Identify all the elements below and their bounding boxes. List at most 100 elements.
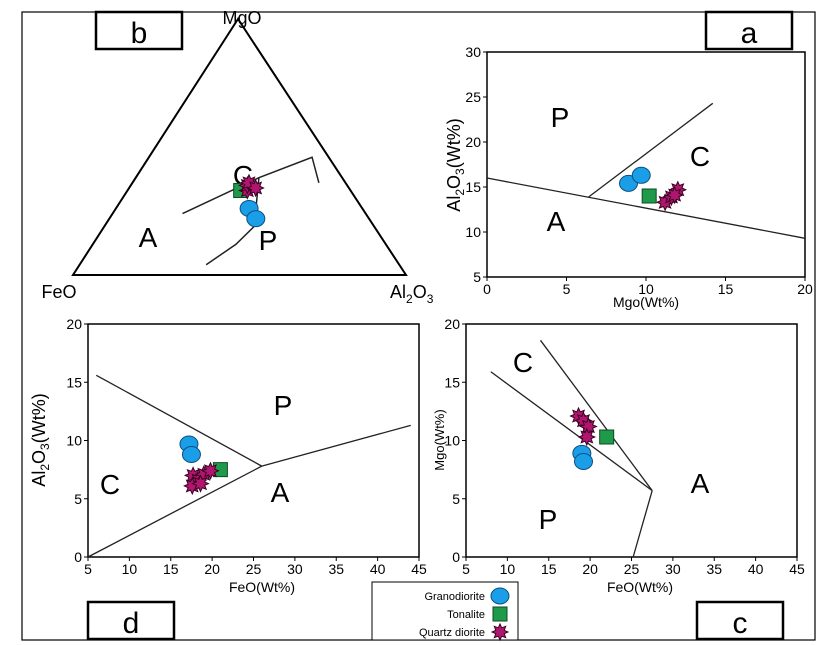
panel-b: b MgO FeO Al2O3 A C P — [41, 8, 433, 306]
legend-label-tonalite: Tonalite — [447, 609, 485, 621]
panel-d-ytick-label-20: 20 — [66, 316, 82, 332]
panel-d-xtick-label-40: 40 — [370, 561, 386, 577]
panel-d-xlabel: FeO(Wt%) — [229, 579, 295, 595]
panel-a-xtick-label-5: 5 — [563, 281, 571, 297]
panel-c-ytick-label-15: 15 — [444, 374, 460, 390]
panel-a-ytick-label-10: 10 — [465, 224, 481, 240]
panel-c-boundary-lines — [490, 339, 653, 558]
panel-c-point-quartz-diorite-4 — [577, 427, 597, 447]
panel-d-boundary-line-2 — [87, 465, 263, 558]
ternary-boundary-line-2 — [205, 177, 260, 266]
panel-c-ytick-label-20: 20 — [444, 316, 460, 332]
panel-c-xtick-label-40: 40 — [748, 561, 764, 577]
panel-c-field-label-p: P — [539, 504, 558, 535]
panel-c-plot-area — [465, 323, 798, 558]
panel-d-xtick-label-25: 25 — [246, 561, 262, 577]
panel-a-boundary-lines — [486, 102, 806, 239]
ternary-boundary-line-1 — [182, 156, 320, 215]
panel-c-point-granodiorite-2 — [574, 452, 594, 470]
panel-b-label-box — [94, 10, 184, 51]
panel-d-xtick-label-15: 15 — [163, 561, 179, 577]
panel-a-field-label-a: A — [547, 206, 566, 237]
panel-d-plot-area — [87, 323, 420, 558]
panel-d-ytick-label-15: 15 — [66, 374, 82, 390]
panel-a-ylabel: Al2O3(Wt%) — [444, 118, 467, 211]
panel-a-boundary-line-2 — [588, 102, 714, 198]
panel-a-xtick-label-15: 15 — [718, 281, 734, 297]
panel-d-xtick-label-45: 45 — [411, 561, 427, 577]
panel-d-xtick-label-20: 20 — [204, 561, 220, 577]
panel-d-boundary-line-3 — [261, 424, 411, 467]
panel-c-field-label-c: C — [513, 347, 533, 378]
panel-c-xtick-label-25: 25 — [624, 561, 640, 577]
panel-a-point-tonalite-1 — [641, 188, 657, 204]
panel-a-xtick-label-20: 20 — [797, 281, 813, 297]
panel-a-ytick-label-20: 20 — [465, 134, 481, 150]
panel-a-label-box — [704, 10, 794, 51]
panel-d-data-points — [179, 435, 228, 496]
panel-c-ytick-label-0: 0 — [452, 549, 460, 565]
panel-d-xtick-label-5: 5 — [84, 561, 92, 577]
panel-d-point-quartz-diorite-6 — [191, 474, 210, 493]
ternary-vertex-left-label: FeO — [41, 282, 76, 302]
ternary-triangle — [71, 17, 408, 276]
panel-a-xlabel: Mgo(Wt%) — [613, 294, 679, 310]
panel-a-ytick-label-30: 30 — [465, 44, 481, 60]
panel-c-label-box — [695, 600, 785, 641]
panel-c-field-label-a: A — [691, 468, 710, 499]
panel-c-xtick-label-15: 15 — [541, 561, 557, 577]
ternary-vertex-right-label: Al2O3 — [390, 282, 434, 306]
panel-c-xtick-label-20: 20 — [582, 561, 598, 577]
legend-items: Granodiorite Tonalite Quartz diorite — [419, 587, 510, 642]
panel-d-ylabel: Al2O3(Wt%) — [29, 393, 52, 486]
panel-a-point-granodiorite-2 — [631, 166, 651, 184]
panel-c-data-points — [569, 406, 615, 470]
panel-a-plot-area — [486, 51, 806, 278]
panel-a-point-quartz-diorite-4 — [665, 185, 684, 205]
panel-a-label: a — [741, 17, 758, 50]
panel-d-ytick-label-5: 5 — [74, 491, 82, 507]
panel-c-ylabel: Mgo(Wt%) — [432, 409, 447, 470]
panel-c-xtick-label-5: 5 — [462, 561, 470, 577]
panel-c-xtick-label-35: 35 — [706, 561, 722, 577]
legend-marker-tonalite — [492, 606, 508, 622]
panel-d-ytick-label-0: 0 — [74, 549, 82, 565]
panel-d-boundary-lines — [87, 374, 411, 558]
panel-d-field-label-a: A — [271, 477, 290, 508]
panel-d-field-label-p: P — [274, 390, 293, 421]
legend-label-quartz-diorite: Quartz diorite — [419, 627, 485, 639]
panel-a-ytick-label-15: 15 — [465, 179, 481, 195]
panel-c-xtick-label-30: 30 — [665, 561, 681, 577]
panel-b-label: b — [131, 17, 148, 50]
legend-label-granodiorite: Granodiorite — [424, 591, 485, 603]
panel-c-label: c — [733, 607, 748, 640]
panel-a-field-label-c: C — [690, 141, 710, 172]
panel-c-ytick-label-5: 5 — [452, 491, 460, 507]
legend: Granodiorite Tonalite Quartz diorite — [371, 581, 519, 642]
panel-c-xtick-label-10: 10 — [500, 561, 516, 577]
panel-d-label: d — [123, 607, 140, 640]
ternary-point-quartz-diorite-4 — [246, 178, 265, 198]
ternary-boundary-lines — [182, 156, 320, 266]
ternary-field-label-p: P — [259, 225, 278, 256]
panel-d-field-label-c: C — [100, 469, 120, 500]
ternary-point-granodiorite-2 — [246, 210, 266, 228]
panel-d-point-granodiorite-2 — [181, 445, 201, 463]
legend-marker-quartz-diorite — [490, 622, 510, 642]
panel-a-data-points — [619, 166, 688, 212]
panel-c-boundary-line-3 — [632, 490, 653, 558]
panel-a-boundary-line-1 — [486, 177, 806, 239]
panel-c-boundary-line-1 — [490, 371, 653, 492]
panel-d-ytick-label-10: 10 — [66, 433, 82, 449]
ternary-field-label-a: A — [139, 222, 158, 253]
panel-a-xtick-label-0: 0 — [483, 281, 491, 297]
panel-d-xtick-label-10: 10 — [122, 561, 138, 577]
panel-d-point-quartz-diorite-4 — [201, 461, 220, 481]
